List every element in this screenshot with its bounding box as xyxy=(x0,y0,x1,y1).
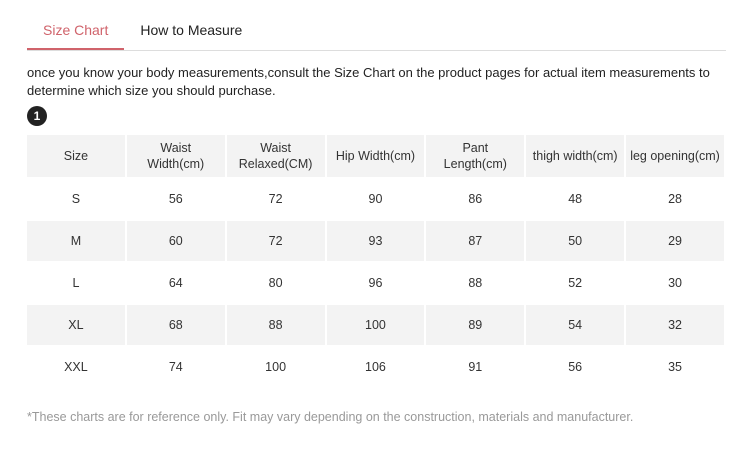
column-header: Waist Width(cm) xyxy=(126,135,225,177)
table-cell: 90 xyxy=(368,192,383,206)
table-cell: 30 xyxy=(668,276,682,290)
column-header: Size xyxy=(27,135,125,177)
intro-text: once you know your body measurements,con… xyxy=(27,65,710,98)
header-line: thigh width(cm) xyxy=(532,149,618,163)
tab-size-chart[interactable]: Size Chart xyxy=(27,0,125,50)
header-line: Size xyxy=(63,149,89,163)
table-cell: 32 xyxy=(626,305,724,345)
table-row: S 56 72 90 86 48 28 xyxy=(27,179,724,219)
header-line: Length(cm) xyxy=(443,157,507,171)
table-cell: 56 xyxy=(168,192,183,206)
table-header-row: Size Waist Width(cm) Waist Relaxed(CM) Hip Wi… xyxy=(27,135,724,177)
table-row: M 60 72 93 87 50 29 xyxy=(27,221,724,261)
column-header: leg opening(cm) xyxy=(626,135,724,177)
table-cell: 64 xyxy=(168,276,183,290)
size-table: Size Waist Width(cm) Waist Relaxed(CM) Hip Wi… xyxy=(25,133,726,389)
table-cell: M xyxy=(27,221,125,261)
table-cell: 52 xyxy=(568,276,583,290)
table-cell: 68 xyxy=(126,305,225,345)
header-line: Width(cm) xyxy=(147,157,205,171)
table-cell: 74 xyxy=(168,360,183,374)
table-cell: 88 xyxy=(226,305,325,345)
header-line: Waist xyxy=(260,141,291,155)
column-header: Pant Length(cm) xyxy=(426,135,525,177)
column-header: Waist Relaxed(CM) xyxy=(226,135,325,177)
table-cell: 86 xyxy=(468,192,483,206)
table-cell: 100 xyxy=(326,305,425,345)
table-cell: 88 xyxy=(468,276,483,290)
table-cell: 80 xyxy=(268,276,283,290)
header-line: Waist xyxy=(160,141,192,155)
table-cell: 96 xyxy=(368,276,383,290)
column-header: Hip Width(cm) xyxy=(326,135,425,177)
table-cell: 89 xyxy=(426,305,525,345)
table-cell: 87 xyxy=(426,221,525,261)
table-cell: 60 xyxy=(126,221,225,261)
table-cell: 56 xyxy=(568,360,583,374)
table-row: XL 68 88 100 89 54 32 xyxy=(27,305,724,345)
table-cell: 29 xyxy=(626,221,724,261)
header-line: Hip Width(cm) xyxy=(335,149,416,163)
table-cell: 93 xyxy=(326,221,425,261)
table-cell: 100 xyxy=(265,360,287,374)
footnote: *These charts are for reference only. Fi… xyxy=(27,410,634,424)
table-row: XXL 74 100 106 91 56 35 xyxy=(27,347,724,387)
table-cell: 35 xyxy=(668,360,682,374)
header-line: leg opening(cm) xyxy=(630,149,720,163)
table-row: L 64 80 96 88 52 30 xyxy=(27,263,724,303)
column-header: thigh width(cm) xyxy=(526,135,625,177)
table-cell: XL xyxy=(27,305,125,345)
table-cell: 91 xyxy=(468,360,483,374)
header-line: Relaxed(CM) xyxy=(238,157,313,171)
tab-bar: Size Chart How to Measure xyxy=(27,0,726,51)
header-line: Pant xyxy=(462,141,489,155)
step-badge: 1 xyxy=(27,106,47,126)
table-cell: 50 xyxy=(526,221,625,261)
tab-how-to-measure[interactable]: How to Measure xyxy=(140,22,243,38)
table-cell: 106 xyxy=(365,360,386,374)
table-cell: L xyxy=(72,276,80,290)
table-cell: XXL xyxy=(64,360,88,374)
table-cell: 54 xyxy=(526,305,625,345)
table-cell: S xyxy=(71,192,81,206)
table-cell: 72 xyxy=(226,221,325,261)
table-cell: 28 xyxy=(668,192,682,206)
size-chart-panel: Size Chart How to Measure once you know … xyxy=(25,0,726,424)
table-cell: 48 xyxy=(568,192,583,206)
table-cell: 72 xyxy=(268,192,283,206)
